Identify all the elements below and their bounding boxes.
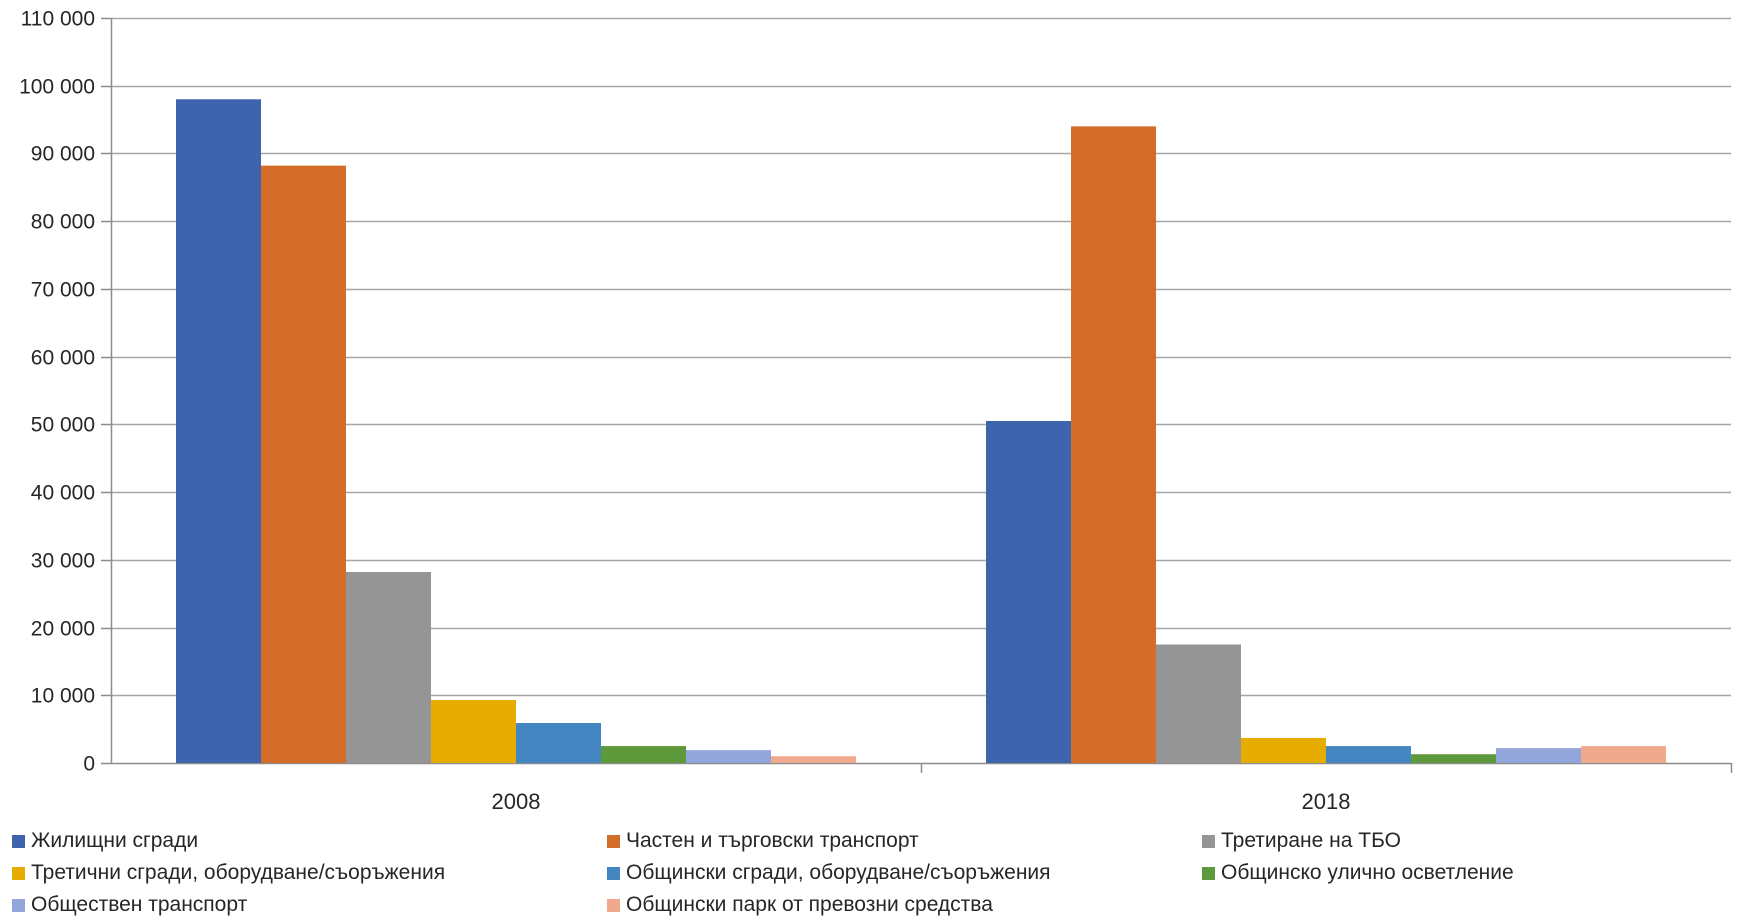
legend-item: Третиране на ТБО [1202,828,1401,854]
axes [101,17,1733,773]
bar-2008-series-2 [261,165,346,764]
bar-2008-series-8 [771,756,856,763]
x-axis-ticks: 2008 2018 [492,789,1351,814]
bar-2008-series-4 [431,700,516,763]
legend-item: Третични сгради, оборудване/съоръжения [12,860,445,886]
bar-2018-series-1 [986,420,1071,763]
y-tick-label: 20 000 [31,618,95,641]
y-tick-label: 40 000 [31,482,95,505]
bar-2008-series-5 [516,723,601,763]
x-tick-label: 2008 [492,789,541,814]
legend-item: Общински сгради, оборудване/съоръжения [607,860,1051,886]
x-tick-label: 2018 [1302,789,1351,814]
y-tick-label: 50 000 [31,414,95,437]
legend-swatch [607,898,620,912]
y-tick-label: 100 000 [19,76,95,99]
legend-item: Обществен транспорт [12,892,247,918]
y-tick-label: 110 000 [21,8,95,31]
legend-swatch [12,898,25,912]
legend-swatch [607,866,620,880]
legend-label: Общински сгради, оборудване/съоръжения [626,861,1051,884]
legend-swatch [607,834,620,848]
legend: Жилищни сгради Частен и търговски транспо… [12,828,1732,920]
legend-swatch [12,834,25,848]
bar-2018-series-7 [1496,748,1581,763]
y-tick-label: 60 000 [31,347,95,370]
legend-item: Общинско улично осветление [1202,860,1514,886]
y-tick-label: 30 000 [31,550,95,573]
bar-2008-series-1 [176,99,261,764]
y-tick-label: 90 000 [31,143,95,166]
legend-label: Обществен транспорт [31,893,248,916]
bar-2018-series-2 [1071,126,1156,763]
legend-swatch [1202,834,1215,848]
bar-2018-series-8 [1581,746,1666,763]
bar-2008-series-3 [346,572,431,763]
legend-item: Жилищни сгради [12,828,198,854]
bar-2008-series-7 [686,750,771,763]
y-tick-label: 0 [83,753,95,776]
y-tick-label: 70 000 [31,279,95,302]
y-axis-ticks: 0 10 000 20 000 30 000 40 000 50 000 60 000 70 … [19,8,95,776]
legend-swatch [12,866,25,880]
y-tick-label: 80 000 [31,211,95,234]
legend-swatch [1202,866,1215,880]
bars [176,99,1666,764]
legend-label: Третични сгради, оборудване/съоръжения [31,861,446,884]
legend-label: Общински парк от превозни средства [626,893,993,916]
bar-2018-series-6 [1411,754,1496,763]
legend-label: Третиране на ТБО [1221,829,1401,852]
legend-item: Общински парк от превозни средства [607,892,993,918]
legend-label: Жилищни сгради [31,829,199,852]
legend-label: Общинско улично осветление [1221,861,1514,884]
bar-2018-series-4 [1241,737,1326,763]
y-tick-label: 10 000 [31,685,95,708]
bar-2008-series-6 [601,746,686,763]
legend-label: Частен и търговски транспорт [626,829,919,852]
bar-2018-series-3 [1156,644,1241,763]
bar-2018-series-5 [1326,746,1411,763]
legend-item: Частен и търговски транспорт [607,828,919,854]
